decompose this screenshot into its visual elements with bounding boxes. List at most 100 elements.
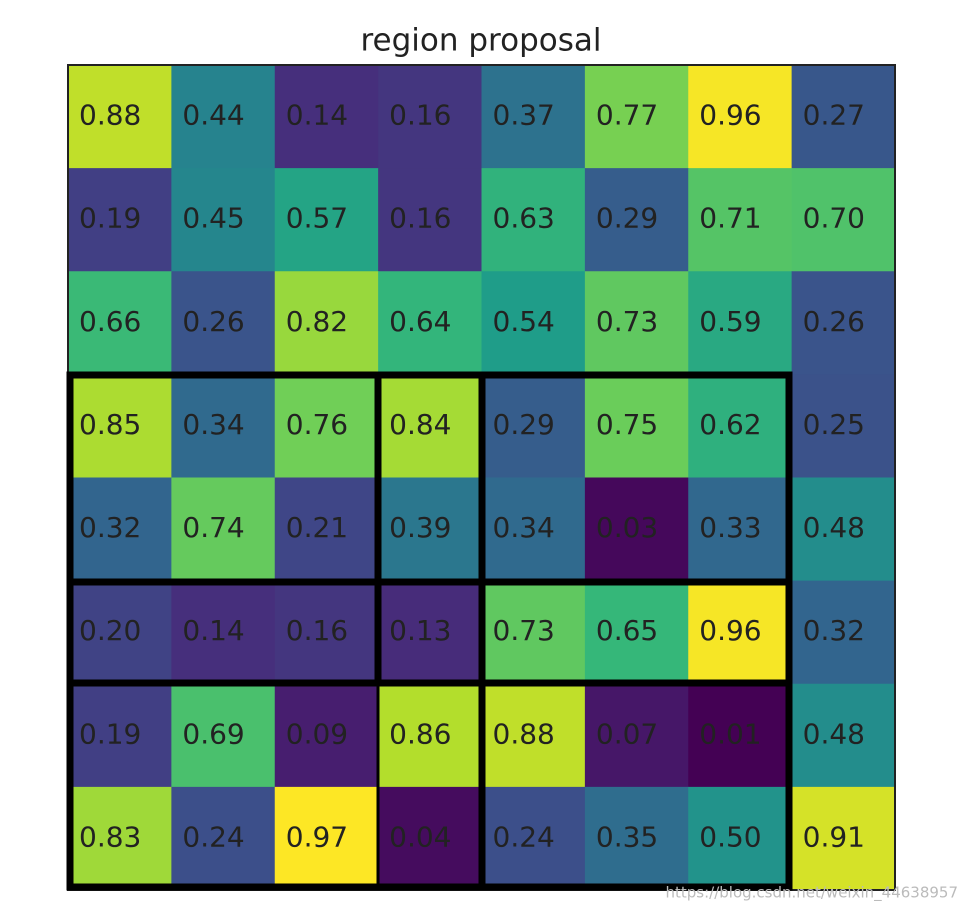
cell-label: 0.59 [699, 305, 761, 338]
cell [274, 580, 379, 685]
cell [68, 374, 172, 478]
cell [378, 374, 482, 478]
cell [68, 168, 172, 272]
cell [274, 477, 379, 582]
cell-label: 0.66 [79, 305, 141, 338]
cell-label: 0.76 [286, 408, 348, 441]
cell-label: 0.50 [699, 820, 761, 853]
cell-label: 0.69 [182, 717, 244, 750]
cell [481, 683, 586, 788]
cell-label: 0.86 [389, 717, 451, 750]
cell [481, 168, 586, 272]
cell [68, 580, 172, 685]
watermark: https://blog.csdn.net/weixin_44638957 [665, 884, 958, 903]
cell [481, 65, 586, 169]
cell [688, 786, 793, 891]
cell-label: 0.19 [79, 717, 141, 750]
cell [378, 65, 482, 169]
cell [688, 271, 793, 375]
cell-label: 0.77 [596, 99, 658, 132]
cell-label: 0.96 [699, 614, 761, 647]
cell-label: 0.27 [803, 99, 865, 132]
cell [584, 477, 689, 582]
cell-label: 0.29 [493, 408, 555, 441]
cell-label: 0.26 [803, 305, 865, 338]
cell-label: 0.48 [803, 511, 865, 544]
cell [584, 683, 689, 788]
cell [481, 477, 586, 582]
cell [791, 374, 896, 478]
cell [481, 271, 586, 375]
cell-label: 0.45 [182, 202, 244, 235]
cell [274, 786, 379, 891]
cell [688, 477, 793, 582]
cell [584, 168, 689, 272]
cell-label: 0.19 [79, 202, 141, 235]
cell-label: 0.21 [286, 511, 348, 544]
cell-label: 0.35 [596, 820, 658, 853]
cell [171, 168, 276, 272]
cell [791, 683, 896, 788]
cell [68, 271, 172, 375]
cell [688, 580, 793, 685]
cell-label: 0.20 [79, 614, 141, 647]
proposal-boxes [66, 371, 793, 891]
cell-label: 0.85 [79, 408, 141, 441]
cell-label: 0.32 [79, 511, 141, 544]
cell-label: 0.26 [182, 305, 244, 338]
cell [791, 168, 896, 272]
cell-label: 0.63 [493, 202, 555, 235]
cell-label: 0.34 [493, 511, 555, 544]
cell-label: 0.01 [699, 717, 761, 750]
heatmap: 0.88 0.44 0.14 0.16 0.37 0.77 0.96 0.27 0.19 0.45… [68, 65, 896, 891]
cell-label: 0.09 [286, 717, 348, 750]
cell [171, 786, 276, 891]
cell-label: 0.16 [389, 202, 451, 235]
cell [791, 786, 896, 891]
cell [378, 786, 482, 891]
cell-label: 0.91 [803, 820, 865, 853]
cell-label: 0.73 [493, 614, 555, 647]
cell [171, 477, 276, 582]
cell [171, 374, 276, 478]
cell [68, 65, 172, 169]
cell-label: 0.16 [389, 99, 451, 132]
cell-label: 0.32 [803, 614, 865, 647]
cell [688, 374, 793, 478]
cell-label: 0.84 [389, 408, 451, 441]
cell-label: 0.82 [286, 305, 348, 338]
cell-label: 0.74 [182, 511, 244, 544]
cell [68, 786, 172, 891]
cell-label: 0.04 [389, 820, 451, 853]
cell-label: 0.24 [493, 820, 555, 853]
cell [378, 580, 482, 685]
cell [378, 477, 482, 582]
cell-label: 0.65 [596, 614, 658, 647]
cell [791, 477, 896, 582]
cell-label: 0.97 [286, 820, 348, 853]
cell [68, 683, 172, 788]
cell-label: 0.13 [389, 614, 451, 647]
cell-label: 0.96 [699, 99, 761, 132]
cell-label: 0.29 [596, 202, 658, 235]
cell [378, 271, 482, 375]
cell-label: 0.57 [286, 202, 348, 235]
cell [68, 477, 172, 582]
cell-label: 0.37 [493, 99, 555, 132]
cell-label: 0.33 [699, 511, 761, 544]
cell [584, 271, 689, 375]
cell-label: 0.88 [493, 717, 555, 750]
cell [378, 683, 482, 788]
cell [171, 271, 276, 375]
cell [688, 168, 793, 272]
cell-label: 0.03 [596, 511, 658, 544]
cell-label: 0.14 [286, 99, 348, 132]
cell [481, 580, 586, 685]
cell-label: 0.39 [389, 511, 451, 544]
cell-label: 0.75 [596, 408, 658, 441]
cell-label: 0.54 [493, 305, 555, 338]
cell [688, 65, 793, 169]
cell-label: 0.44 [182, 99, 244, 132]
cell-label: 0.70 [803, 202, 865, 235]
cell [584, 786, 689, 891]
